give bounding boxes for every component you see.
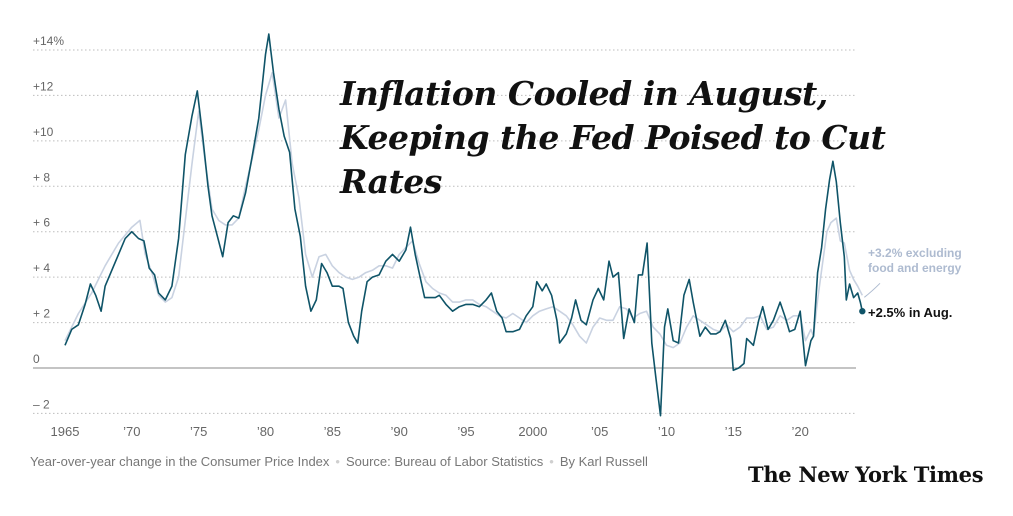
y-tick-label: 0 bbox=[33, 352, 40, 366]
chart-description: Year-over-year change in the Consumer Pr… bbox=[30, 454, 330, 469]
y-tick-label: +10 bbox=[33, 125, 54, 139]
chart-byline: By Karl Russell bbox=[559, 454, 648, 469]
separator-dot: • bbox=[335, 454, 340, 469]
headline-annotation: +2.5% in Aug. bbox=[868, 305, 953, 320]
markers bbox=[859, 282, 881, 315]
core-annotation-line1: +3.2% excluding bbox=[868, 246, 962, 260]
y-tick-label: + 4 bbox=[33, 261, 50, 275]
series-lines bbox=[64, 33, 864, 417]
x-tick-label: ’05 bbox=[591, 424, 608, 439]
gridlines bbox=[33, 49, 856, 414]
y-tick-label: +14% bbox=[33, 34, 64, 48]
x-tick-label: ’10 bbox=[658, 424, 675, 439]
x-tick-label: ’20 bbox=[791, 424, 808, 439]
y-tick-label: +12 bbox=[33, 79, 54, 93]
x-tick-label: 2000 bbox=[518, 424, 547, 439]
core-annotation-line2: food and energy bbox=[868, 261, 962, 275]
y-tick-label: + 2 bbox=[33, 307, 50, 321]
x-tick-label: ’70 bbox=[123, 424, 140, 439]
core-annotation-leader bbox=[864, 282, 881, 298]
x-tick-label: ’85 bbox=[324, 424, 341, 439]
y-tick-label: + 8 bbox=[33, 170, 50, 184]
nyt-logo: The New York Times bbox=[748, 462, 984, 487]
headline-end-marker bbox=[859, 308, 866, 315]
chart-source: Source: Bureau of Labor Statistics bbox=[345, 454, 544, 469]
separator-dot: • bbox=[549, 454, 554, 469]
x-tick-label: 1965 bbox=[51, 424, 80, 439]
chart-footer: Year-over-year change in the Consumer Pr… bbox=[30, 454, 648, 469]
x-tick-label: ’75 bbox=[190, 424, 207, 439]
core-cpi-line bbox=[64, 71, 864, 349]
x-tick-label: ’80 bbox=[257, 424, 274, 439]
headline-cpi-line bbox=[64, 33, 864, 417]
y-axis-tick-labels: +14% +12 +10 + 8 + 6 + 4 + 2 0 – 2 bbox=[33, 34, 64, 411]
x-tick-label: ’95 bbox=[457, 424, 474, 439]
y-tick-label: – 2 bbox=[33, 397, 50, 411]
x-axis-tick-labels: 1965 ’70 ’75 ’80 ’85 ’90 ’95 2000 ’05 ’10 ’15 ’20 bbox=[51, 424, 809, 439]
core-annotation: +3.2% excluding food and energy bbox=[868, 246, 962, 276]
x-tick-label: ’15 bbox=[725, 424, 742, 439]
y-tick-label: + 6 bbox=[33, 216, 50, 230]
x-tick-label: ’90 bbox=[390, 424, 407, 439]
chart-title: Inflation Cooled in August, Keeping the … bbox=[340, 74, 886, 201]
